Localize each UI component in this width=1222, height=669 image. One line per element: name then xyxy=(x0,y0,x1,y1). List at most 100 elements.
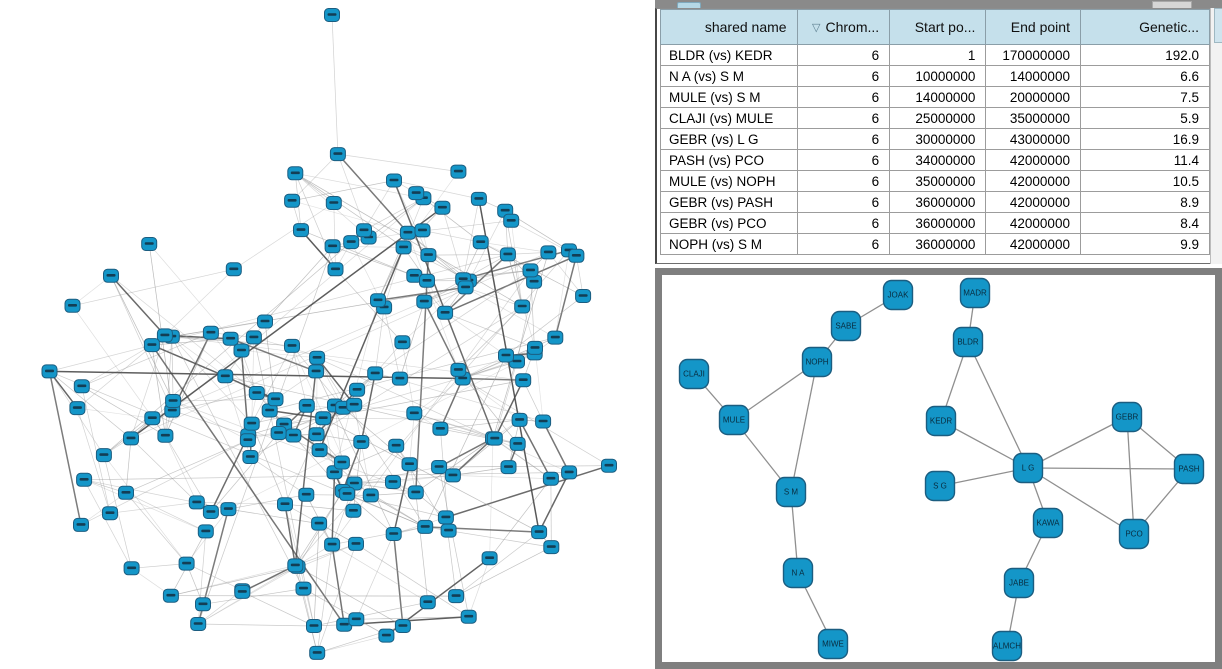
network-node[interactable] xyxy=(499,247,516,262)
table-cell[interactable]: 6 xyxy=(796,233,891,255)
network-node[interactable] xyxy=(349,382,366,397)
table-cell[interactable]: GEBR (vs) PASH xyxy=(660,191,798,213)
table-cell[interactable]: MULE (vs) S M xyxy=(660,86,798,108)
table-cell[interactable]: 34000000 xyxy=(889,149,987,171)
network-node[interactable] xyxy=(543,540,560,555)
subnetwork-edge[interactable] xyxy=(1027,467,1190,470)
network-node[interactable] xyxy=(197,524,214,539)
network-node[interactable] xyxy=(437,305,454,320)
table-cell[interactable]: 42000000 xyxy=(985,191,1081,213)
table-cell[interactable]: 20000000 xyxy=(985,86,1081,108)
network-node[interactable] xyxy=(234,584,251,599)
table-cell[interactable]: BLDR (vs) KEDR xyxy=(660,44,798,66)
network-node[interactable] xyxy=(157,428,174,443)
subnetwork-node-KEDR[interactable]: KEDR xyxy=(925,405,957,437)
network-node[interactable] xyxy=(531,525,548,540)
network-node[interactable] xyxy=(406,268,423,283)
table-cell[interactable]: 9.9 xyxy=(1079,233,1211,255)
subnetwork-node-PASH[interactable]: PASH xyxy=(1173,453,1205,485)
network-node[interactable] xyxy=(202,505,219,519)
subnetwork-node-MIWE[interactable]: MIWE xyxy=(817,628,849,660)
network-node[interactable] xyxy=(515,373,532,388)
table-cell[interactable]: 10000000 xyxy=(889,65,987,87)
network-node[interactable] xyxy=(601,458,617,473)
network-node[interactable] xyxy=(311,443,328,458)
table-cell[interactable]: 170000000 xyxy=(985,44,1081,66)
network-node[interactable] xyxy=(143,338,160,353)
table-row[interactable]: GEBR (vs) PCO 6 36000000 42000000 8.4 xyxy=(660,212,1211,234)
network-node[interactable] xyxy=(514,299,531,314)
table-cell[interactable]: 10.5 xyxy=(1079,170,1211,192)
subnetwork-edge[interactable] xyxy=(967,341,1029,469)
network-node[interactable] xyxy=(144,411,161,426)
network-node[interactable] xyxy=(417,519,434,534)
network-node[interactable] xyxy=(540,245,557,260)
network-node[interactable] xyxy=(406,406,423,421)
network-node[interactable] xyxy=(285,428,302,443)
network-node[interactable] xyxy=(399,225,416,240)
network-node[interactable] xyxy=(470,191,487,206)
table-row[interactable]: N A (vs) S M 6 10000000 14000000 6.6 xyxy=(660,65,1211,87)
network-node[interactable] xyxy=(141,237,158,251)
table-cell[interactable]: 25000000 xyxy=(889,107,987,129)
network-node[interactable] xyxy=(385,475,401,489)
network-node[interactable] xyxy=(434,200,451,215)
network-node[interactable] xyxy=(190,617,207,631)
table-cell[interactable]: 1 xyxy=(889,44,987,66)
network-node[interactable] xyxy=(395,240,412,255)
network-node[interactable] xyxy=(73,379,90,394)
network-node[interactable] xyxy=(217,369,234,384)
column-header[interactable]: Start po... xyxy=(889,9,987,45)
table-cell[interactable]: 6 xyxy=(796,65,891,87)
network-node[interactable] xyxy=(414,223,431,238)
network-node[interactable] xyxy=(401,457,418,472)
subnetwork-node-L-G[interactable]: L G xyxy=(1012,452,1044,484)
network-node[interactable] xyxy=(239,433,256,448)
column-header[interactable]: ▽ Chrom... xyxy=(796,9,891,45)
table-cell[interactable]: 42000000 xyxy=(985,170,1081,192)
table-cell[interactable]: 6 xyxy=(796,212,891,234)
network-node[interactable] xyxy=(324,537,341,552)
network-node[interactable] xyxy=(419,595,436,610)
table-cell[interactable]: 36000000 xyxy=(889,212,987,234)
table-cell[interactable]: 35000000 xyxy=(889,170,987,192)
network-node[interactable] xyxy=(188,495,205,510)
network-node[interactable] xyxy=(118,485,134,500)
network-node[interactable] xyxy=(420,248,437,263)
network-node[interactable] xyxy=(448,589,465,604)
table-cell[interactable]: 6 xyxy=(796,170,891,192)
subnetwork-node-ALMCH[interactable]: ALMCH xyxy=(991,630,1023,662)
subnetwork-node-KAWA[interactable]: KAWA xyxy=(1032,507,1064,539)
table-cell[interactable]: 6 xyxy=(796,191,891,213)
subnetwork-node-JABE[interactable]: JABE xyxy=(1003,567,1035,599)
table-cell[interactable]: GEBR (vs) L G xyxy=(660,128,798,150)
network-node[interactable] xyxy=(440,523,457,538)
table-cell[interactable]: GEBR (vs) PCO xyxy=(660,212,798,234)
network-node[interactable] xyxy=(41,364,58,379)
table-cell[interactable]: 42000000 xyxy=(985,233,1081,255)
network-node[interactable] xyxy=(309,350,326,365)
table-cell[interactable]: 42000000 xyxy=(985,149,1081,171)
network-node[interactable] xyxy=(437,510,454,525)
table-cell[interactable]: 6 xyxy=(796,86,891,108)
network-node[interactable] xyxy=(416,294,433,309)
subnetwork-node-CLAJI[interactable]: CLAJI xyxy=(678,358,710,390)
network-node[interactable] xyxy=(460,609,477,624)
network-node[interactable] xyxy=(293,223,309,238)
subnetwork-edge[interactable] xyxy=(1027,467,1135,535)
subnetwork-node-JOAK[interactable]: JOAK xyxy=(882,279,914,311)
network-node[interactable] xyxy=(568,248,585,263)
network-node[interactable] xyxy=(547,330,564,345)
network-node[interactable] xyxy=(367,366,384,381)
table-cell[interactable]: 11.4 xyxy=(1079,149,1211,171)
subnetwork-node-N-A[interactable]: N A xyxy=(782,557,814,589)
table-cell[interactable]: 14000000 xyxy=(985,65,1081,87)
subnetwork-node-SABE[interactable]: SABE xyxy=(830,310,862,342)
table-cell[interactable]: MULE (vs) NOPH xyxy=(660,170,798,192)
network-node[interactable] xyxy=(339,486,356,501)
network-node[interactable] xyxy=(394,619,411,633)
network-node[interactable] xyxy=(472,235,489,250)
table-cell[interactable]: 42000000 xyxy=(985,212,1081,234)
table-row[interactable]: MULE (vs) NOPH 6 35000000 42000000 10.5 xyxy=(660,170,1211,192)
network-node[interactable] xyxy=(195,597,211,612)
